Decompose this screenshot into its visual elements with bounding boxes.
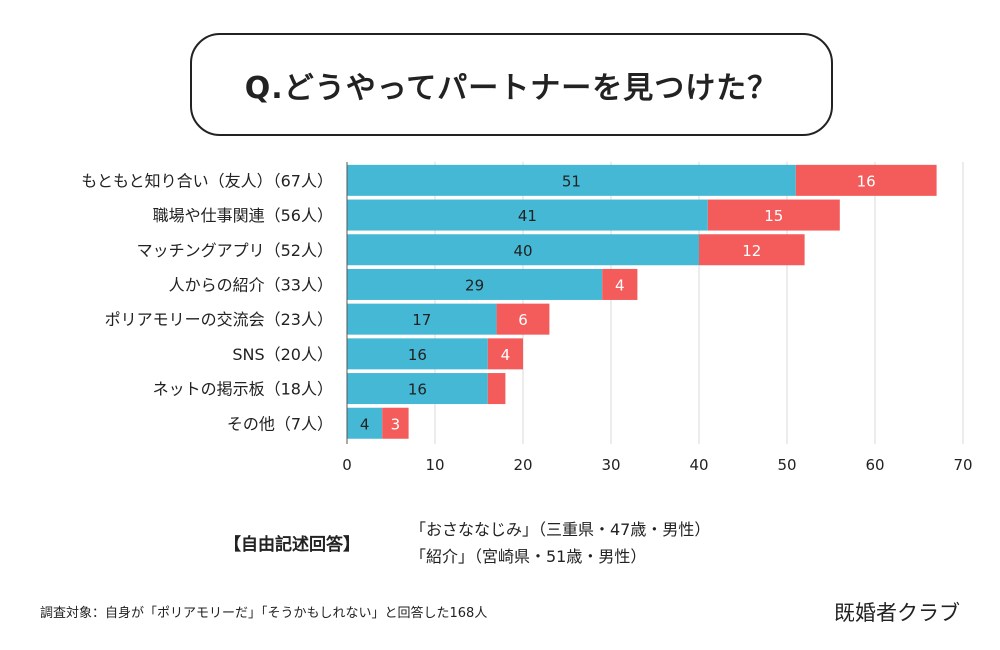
category-label: ポリアモリーの交流会（23人） <box>105 310 333 329</box>
category-label: ネットの掲示板（18人） <box>153 380 333 399</box>
category-label: 職場や仕事関連（56人） <box>153 206 333 225</box>
bar-segment-secondary <box>487 338 523 370</box>
data-label: 40 <box>513 242 532 260</box>
bar-segment-secondary <box>795 164 937 196</box>
free-text-quote: 「紹介」（宮崎県・51歳・男性） <box>410 547 647 566</box>
category-label: その他（7人） <box>227 414 333 433</box>
data-label: 12 <box>742 242 761 260</box>
data-label: 16 <box>408 381 427 399</box>
free-text-label: 【自由記述回答】 <box>224 535 360 555</box>
free-text-quote: 「おさななじみ」（三重県・47歳・男性） <box>410 520 711 539</box>
chart-title: Q.どうやってパートナーを見つけた？ <box>244 70 779 106</box>
data-label: 17 <box>412 311 431 329</box>
survey-footnote: 調査対象：自身が「ポリアモリーだ」「そうかもしれない」と回答した168人 <box>40 606 488 621</box>
data-label: 51 <box>562 172 581 190</box>
bar-segment-primary <box>347 199 708 231</box>
bar-segment-secondary <box>707 199 840 231</box>
bar-segment-primary <box>347 268 603 300</box>
category-label: もともと知り合い（友人）（67人） <box>81 171 333 190</box>
data-label: 3 <box>391 415 401 433</box>
bar-segment-primary <box>347 303 497 335</box>
data-label: 6 <box>518 311 528 329</box>
bar-segment-secondary <box>487 373 506 405</box>
title-box: Q.どうやってパートナーを見つけた？ <box>190 33 833 136</box>
category-label: 人からの紹介（33人） <box>169 275 333 294</box>
bar-segment-primary <box>347 338 488 370</box>
x-tick-label: 50 <box>777 456 796 474</box>
bar-segment-primary <box>347 234 699 266</box>
bar-segment-secondary <box>699 234 805 266</box>
data-label: 16 <box>408 346 427 364</box>
bar-segment-primary <box>347 407 383 439</box>
x-tick-label: 10 <box>425 456 444 474</box>
category-label: SNS（20人） <box>232 345 333 364</box>
data-label: 16 <box>857 172 876 190</box>
x-tick-label: 40 <box>689 456 708 474</box>
bar-segment-secondary <box>496 303 550 335</box>
category-label: マッチングアプリ（52人） <box>137 241 333 260</box>
x-tick-label: 30 <box>601 456 620 474</box>
data-label: 4 <box>360 415 370 433</box>
x-tick-label: 20 <box>513 456 532 474</box>
bar-segment-primary <box>347 373 488 405</box>
data-label: 4 <box>501 346 511 364</box>
bar-segment-primary <box>347 164 796 196</box>
data-label: 29 <box>465 276 484 294</box>
brand-name: 既婚者クラブ <box>834 601 960 625</box>
bar-segment-secondary <box>602 268 638 300</box>
bar-segment-secondary <box>382 407 409 439</box>
x-tick-label: 70 <box>953 456 972 474</box>
data-label: 4 <box>615 276 625 294</box>
x-tick-label: 60 <box>865 456 884 474</box>
data-label: 41 <box>518 207 537 225</box>
x-tick-label: 0 <box>342 456 352 474</box>
data-label: 15 <box>764 207 783 225</box>
